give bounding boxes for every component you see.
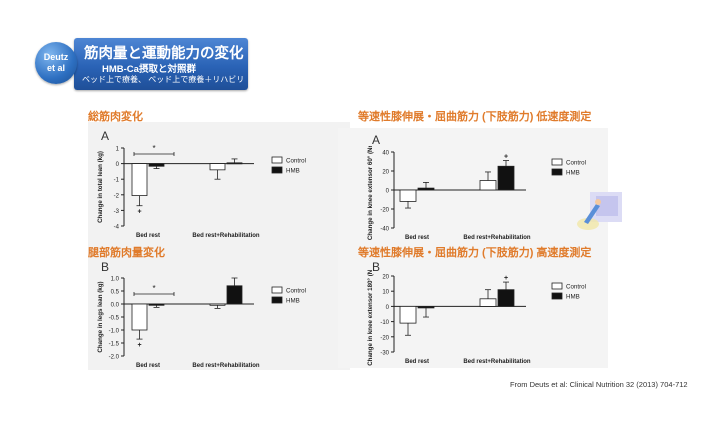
y-tick-label: 40: [382, 151, 389, 157]
x-category-label: Bed rest+Rehabilitation: [463, 235, 531, 241]
bar-hmb-1: [226, 285, 243, 305]
y-tick-label: -1: [114, 178, 120, 184]
bar-hmb-0: [417, 187, 435, 191]
heading-total-lean: 総筋肉変化: [88, 111, 143, 123]
rehab-clipart-icon: [577, 192, 622, 230]
significance-marker: *: [152, 284, 155, 293]
legend-label-control: Control: [566, 160, 586, 167]
y-tick-label: -20: [380, 335, 389, 341]
legend-swatch-control: [271, 156, 283, 164]
author-badge-line1: Deutz: [43, 52, 69, 62]
y-tick-label: -1.5: [109, 342, 120, 348]
y-tick-label: -3: [114, 209, 120, 215]
x-category-label: Bed rest: [136, 233, 160, 239]
citation: From Deuts et al: Clinical Nutrition 32 …: [510, 380, 688, 389]
panel-letter-high-speed: B: [372, 260, 381, 274]
legend-swatch-control: [551, 158, 563, 166]
legend-swatch-hmb: [271, 296, 283, 304]
y-tick-label: 0: [386, 189, 390, 195]
bar-control-0: [131, 303, 148, 331]
legend-label-hmb: HMB: [566, 170, 580, 177]
chart-legs-lean: 1.0 0.5 0.0 -0.5 -1.0 -1.5 -2.0 Change in legs …: [97, 277, 306, 370]
x-category-label: Bed rest+Rehabilitation: [192, 363, 260, 369]
dagger-marker: +: [504, 154, 508, 161]
dagger-marker: +: [504, 275, 508, 282]
y-tick-label: -4: [114, 225, 120, 231]
y-tick-label: 10: [382, 290, 389, 296]
y-tick-label: 20: [382, 170, 389, 176]
y-axis-label: Change in legs lean (kg): [97, 281, 104, 352]
legend-label-control: Control: [566, 284, 586, 291]
significance-marker: *: [152, 144, 155, 153]
y-axis-label: Change in knee extensor 180° (Nm): [367, 270, 374, 366]
bar-control-1: [209, 163, 226, 171]
dagger-marker: +: [137, 209, 141, 216]
x-category-label: Bed rest: [136, 363, 160, 369]
y-tick-label: -1.0: [109, 329, 120, 335]
y-tick-label: -10: [380, 320, 389, 326]
slide-subtitle: HMB-Ca摂取と対照群: [102, 64, 196, 75]
chart-high-speed: 20 10 0 -10 -20 -30 Change in knee extensor 18…: [367, 270, 586, 366]
x-category-label: Bed rest: [405, 359, 429, 365]
legend-swatch-hmb: [551, 168, 563, 176]
y-tick-label: 0: [386, 305, 390, 311]
legend-label-hmb: HMB: [566, 294, 580, 301]
bar-control-1: [479, 180, 497, 191]
y-tick-label: -30: [380, 351, 389, 357]
dagger-marker: +: [137, 342, 141, 349]
legend-label-control: Control: [286, 288, 306, 295]
bar-hmb-0: [148, 303, 165, 306]
y-tick-label: 1: [116, 147, 120, 153]
y-tick-label: -2.0: [109, 355, 120, 361]
legend-swatch-hmb: [551, 292, 563, 300]
bar-control-1: [479, 298, 497, 307]
bar-control-1: [209, 303, 226, 306]
legend-swatch-control: [551, 282, 563, 290]
y-tick-label: 0: [116, 162, 120, 168]
chart-total-lean: 1 0 -1 -2 -3 -4 Change in total lean (kg) Bed r…: [97, 144, 306, 239]
y-tick-label: 20: [382, 275, 389, 281]
bar-hmb-0: [417, 306, 435, 309]
author-badge-line2: et al: [46, 63, 65, 73]
bar-hmb-0: [148, 163, 165, 167]
panel-letter-total-lean: A: [101, 129, 110, 143]
bar-control-0: [399, 189, 417, 202]
x-category-label: Bed rest: [405, 235, 429, 241]
legend-label-hmb: HMB: [286, 298, 300, 305]
heading-high-speed: 等速性膝伸展・屈曲筋力 (下肢筋力) 高速度測定: [358, 247, 592, 259]
legend-label-control: Control: [286, 158, 306, 165]
slide-subtitle-2: ベッド上で療養、 ベッド上で療養＋リハビリ: [82, 75, 245, 84]
y-tick-label: 0.0: [111, 303, 120, 309]
y-axis-label: Change in total lean (kg): [97, 151, 104, 223]
bar-hmb-1: [497, 165, 515, 191]
panel-letter-low-speed: A: [372, 133, 381, 147]
panel-letter-legs-lean: B: [101, 260, 110, 274]
legend-swatch-hmb: [271, 166, 283, 174]
bar-hmb-1: [497, 289, 515, 307]
legend-swatch-control: [271, 286, 283, 294]
bar-control-0: [399, 306, 417, 324]
heading-legs-lean: 腿部筋肉量変化: [88, 247, 165, 259]
author-badge: Deutz et al: [35, 42, 77, 84]
right-panel-background: [338, 128, 608, 368]
y-tick-label: -20: [380, 208, 389, 214]
slide-title: 筋肉量と運動能力の変化: [84, 46, 244, 62]
y-tick-label: -0.5: [109, 316, 120, 322]
legend-label-hmb: HMB: [286, 168, 300, 175]
chart-low-speed: 40 20 0 -20 -40 Change in knee extensor 60° (…: [367, 146, 586, 241]
y-tick-label: 0.5: [111, 290, 120, 296]
heading-low-speed: 等速性膝伸展・屈曲筋力 (下肢筋力) 低速度測定: [358, 111, 592, 123]
title-bar: 筋肉量と運動能力の変化 HMB-Ca摂取と対照群 ベッド上で療養、 ベッド上で療…: [74, 38, 248, 90]
bar-hmb-1: [226, 162, 243, 165]
y-tick-label: -2: [114, 193, 120, 199]
x-category-label: Bed rest+Rehabilitation: [463, 359, 531, 365]
y-tick-label: 1.0: [111, 277, 120, 283]
x-category-label: Bed rest+Rehabilitation: [192, 233, 260, 239]
y-tick-label: -40: [380, 227, 389, 233]
y-axis-label: Change in knee extensor 60° (Nm): [367, 146, 374, 240]
bar-control-0: [131, 163, 148, 196]
